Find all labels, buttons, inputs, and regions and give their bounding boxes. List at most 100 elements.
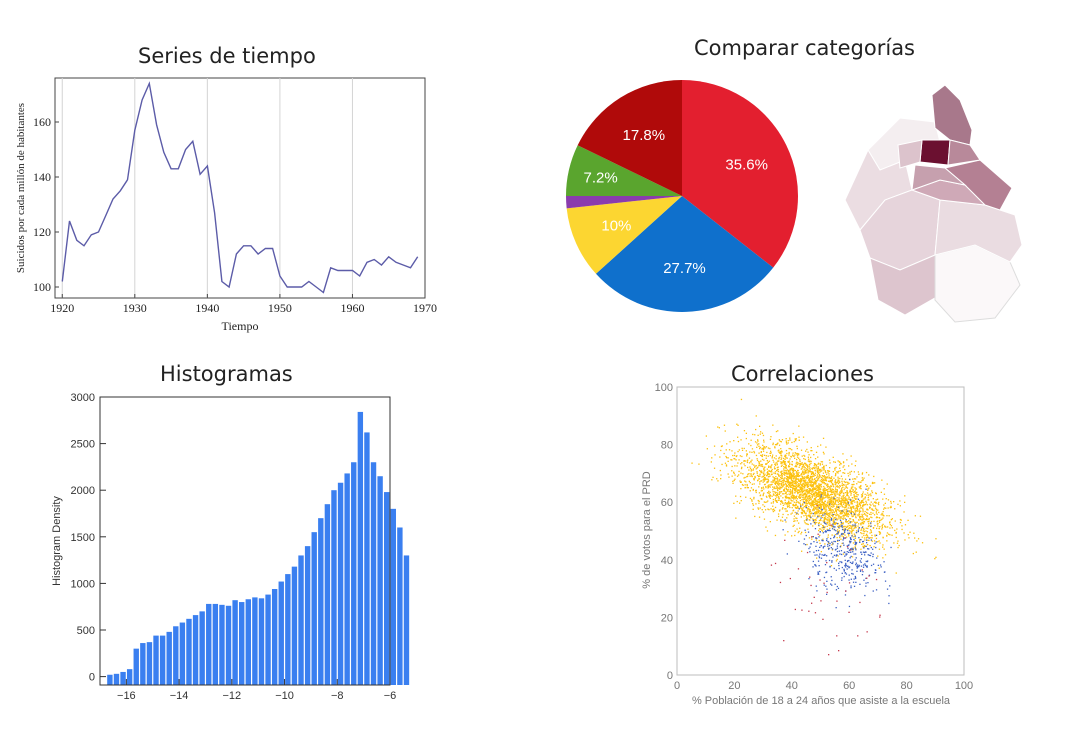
scatter-point <box>815 503 817 506</box>
scatter-point <box>748 457 751 459</box>
scatter-point <box>795 438 797 440</box>
scatter-point <box>821 463 824 465</box>
scatter-point <box>838 497 840 499</box>
scatter-point <box>777 468 779 471</box>
scatter-point <box>833 496 835 498</box>
scatter-point <box>751 499 753 501</box>
scatter-point <box>774 499 776 501</box>
scatter-point <box>904 495 906 497</box>
scatter-point <box>792 505 794 507</box>
scatter-point <box>859 538 861 541</box>
scatter-point <box>884 580 887 582</box>
scatter-point <box>799 493 801 496</box>
scatter-point <box>808 454 810 456</box>
scatter-point <box>784 472 787 474</box>
scatter-point <box>738 459 740 461</box>
timeseries-y-tick-label: 100 <box>33 280 51 294</box>
scatter-point <box>809 546 811 548</box>
scatter-point <box>806 497 809 499</box>
scatter-point <box>820 492 822 494</box>
scatter-point <box>812 560 814 563</box>
scatter-point <box>861 477 863 479</box>
scatter-point <box>844 551 846 553</box>
scatter-point <box>828 490 830 493</box>
scatter-point <box>832 520 834 522</box>
scatter-point <box>746 483 748 486</box>
scatter-point <box>799 502 801 504</box>
scatter-point <box>766 451 768 454</box>
scatter-point <box>823 516 825 519</box>
scatter-point <box>834 508 836 510</box>
scatter-point <box>843 544 845 546</box>
scatter-point <box>864 496 867 498</box>
scatter-point <box>836 519 838 521</box>
scatter-point <box>808 478 810 481</box>
scatter-point <box>747 459 749 461</box>
scatter-point <box>783 460 785 462</box>
scatter-point <box>746 487 748 489</box>
scatter-point <box>858 565 860 568</box>
scatter-point <box>809 496 811 498</box>
scatter-point <box>778 451 780 453</box>
scatter-point <box>823 491 825 493</box>
scatter-point <box>874 501 876 503</box>
scatter-point <box>879 616 881 618</box>
scatter-point <box>846 551 848 553</box>
scatter-point <box>864 545 866 548</box>
scatter-point <box>867 539 869 541</box>
scatter-point <box>808 468 810 470</box>
timeseries-line <box>61 81 419 294</box>
scatter-point <box>861 553 863 555</box>
scatter-point <box>744 465 746 467</box>
scatter-point <box>803 481 805 483</box>
scatter-point <box>763 492 765 494</box>
scatter-point <box>740 439 742 441</box>
scatter-point <box>845 564 847 566</box>
scatter-point <box>785 471 787 474</box>
scatter-point <box>762 450 765 452</box>
scatter-point <box>806 481 808 483</box>
scatter-point <box>771 464 773 466</box>
timeseries-x-tick-label: 1920 <box>50 301 74 315</box>
scatter-point <box>843 537 845 540</box>
scatter-point <box>779 478 781 481</box>
scatter-point <box>805 523 807 525</box>
scatter-point <box>811 538 813 540</box>
scatter-point <box>804 476 806 478</box>
scatter-point <box>849 499 852 501</box>
scatter-point <box>776 460 779 462</box>
scatter-point <box>789 437 791 439</box>
scatter-point <box>803 515 805 517</box>
scatter-point <box>804 479 806 481</box>
scatter-point <box>822 472 825 474</box>
scatter-point <box>862 498 865 500</box>
scatter-point <box>840 513 842 515</box>
scatter-point <box>810 479 812 482</box>
scatter-point <box>845 514 847 516</box>
scatter-point <box>830 552 833 555</box>
scatter-point <box>784 477 786 479</box>
scatter-point <box>859 601 861 604</box>
scatter-point <box>794 457 796 459</box>
scatter-point <box>851 488 853 490</box>
scatter-point <box>794 496 797 498</box>
scatter-point <box>712 476 714 478</box>
scatter-point <box>844 565 846 567</box>
scatter-point <box>748 443 750 445</box>
scatter-point <box>818 539 820 542</box>
scatter-point <box>859 516 861 518</box>
scatter-point <box>796 481 798 484</box>
scatter-point <box>857 481 859 483</box>
scatter-point <box>749 497 752 500</box>
scatter-point <box>750 439 752 441</box>
scatter-point <box>846 501 849 504</box>
scatter-point <box>825 480 828 482</box>
scatter-point <box>878 520 881 522</box>
scatter-point <box>736 455 738 457</box>
scatter-point <box>793 482 795 484</box>
scatter-point <box>763 501 765 503</box>
scatter-point <box>820 508 822 510</box>
scatter-point <box>841 577 843 579</box>
scatter-point <box>827 492 829 494</box>
